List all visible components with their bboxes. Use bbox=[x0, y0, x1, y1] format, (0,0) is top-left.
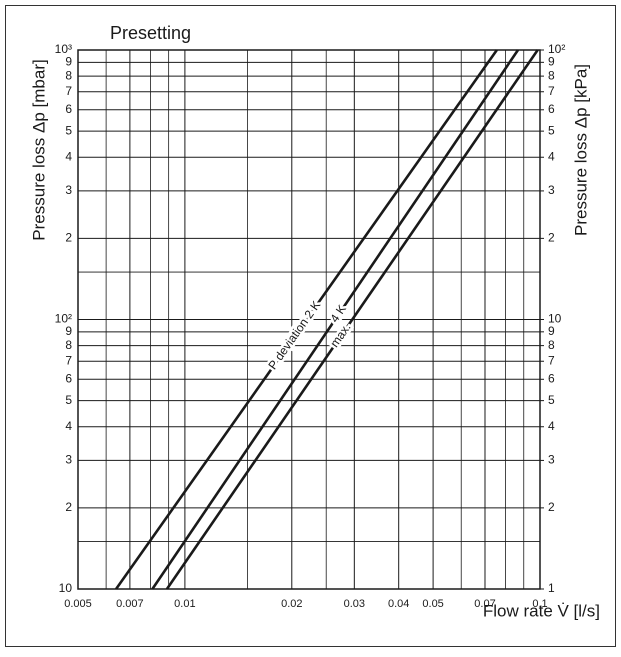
y2-tick-label: 6 bbox=[548, 371, 555, 385]
y-tick-label: 9 bbox=[65, 55, 72, 69]
y-tick-label: 3 bbox=[65, 183, 72, 197]
y2-tick-label: 6 bbox=[548, 102, 555, 116]
y2-tick-label: 10 bbox=[548, 312, 562, 326]
series-line bbox=[115, 49, 498, 590]
y-tick-label: 3 bbox=[65, 453, 72, 467]
series-line bbox=[165, 49, 539, 590]
y2-tick-label: 9 bbox=[548, 324, 555, 338]
series-line bbox=[151, 49, 520, 590]
y-tick-label: 4 bbox=[65, 149, 72, 163]
y2-tick-label: 3 bbox=[548, 183, 555, 197]
x-tick-label: 0.01 bbox=[174, 598, 195, 610]
y2-tick-label: 3 bbox=[548, 453, 555, 467]
x-tick-label: 0.007 bbox=[116, 598, 144, 610]
y2-tick-label: 10² bbox=[548, 42, 565, 56]
y-tick-label: 10³ bbox=[55, 42, 72, 56]
x-tick-label: 0.02 bbox=[281, 598, 302, 610]
x-axis-label: Flow rate V̇ [l/s] bbox=[483, 601, 600, 620]
y2-tick-label: 2 bbox=[548, 231, 555, 245]
y-tick-label: 6 bbox=[65, 102, 72, 116]
chart-title: Presetting bbox=[110, 23, 191, 43]
x-tick-label: 0.05 bbox=[422, 598, 443, 610]
y2-tick-label: 7 bbox=[548, 84, 555, 98]
x-tick-label: 0.03 bbox=[344, 598, 365, 610]
y-tick-label: 9 bbox=[65, 324, 72, 338]
y2-tick-label: 5 bbox=[548, 393, 555, 407]
y2-tick-label: 4 bbox=[548, 419, 555, 433]
y2-tick-label: 8 bbox=[548, 338, 555, 352]
y2-tick-label: 1 bbox=[548, 581, 555, 595]
y-tick-label: 2 bbox=[65, 231, 72, 245]
plot-border bbox=[77, 49, 541, 590]
y2-tick-label: 4 bbox=[548, 149, 555, 163]
y-tick-label: 5 bbox=[65, 123, 72, 137]
y2-tick-label: 7 bbox=[548, 353, 555, 367]
x-tick-label: 0.07 bbox=[474, 598, 495, 610]
y-tick-label: 5 bbox=[65, 393, 72, 407]
y2-tick-label: 2 bbox=[548, 500, 555, 514]
x-tick-label: 0.1 bbox=[532, 598, 547, 610]
y-tick-label: 4 bbox=[65, 419, 72, 433]
y-tick-label: 8 bbox=[65, 68, 72, 82]
y2-axis-label: Pressure loss Δp [kPa] bbox=[571, 64, 590, 236]
y-tick-label: 7 bbox=[65, 353, 72, 367]
frame bbox=[5, 5, 616, 647]
y-tick-label: 2 bbox=[65, 500, 72, 514]
x-tick-label: 0.005 bbox=[64, 598, 92, 610]
y2-tick-label: 8 bbox=[548, 68, 555, 82]
y2-tick-label: 9 bbox=[548, 55, 555, 69]
y-tick-label: 10² bbox=[55, 312, 72, 326]
y-tick-label: 10 bbox=[59, 581, 73, 595]
y-tick-label: 6 bbox=[65, 371, 72, 385]
y2-tick-label: 5 bbox=[548, 123, 555, 137]
x-tick-label: 0.04 bbox=[388, 598, 409, 610]
y-tick-label: 8 bbox=[65, 338, 72, 352]
y-axis-label: Pressure loss Δp [mbar] bbox=[29, 59, 48, 240]
y-tick-label: 7 bbox=[65, 84, 72, 98]
